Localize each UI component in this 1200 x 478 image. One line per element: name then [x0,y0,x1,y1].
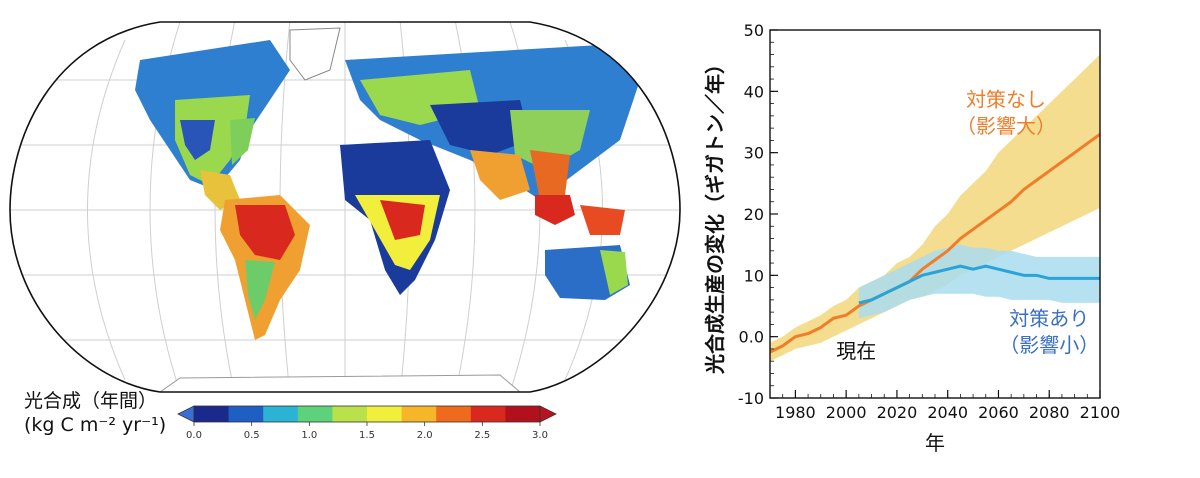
colorbar-cell [194,406,230,422]
colorbar-cell [263,406,299,422]
y-tick-label: -10 [738,389,764,408]
colorbar-cell [228,406,264,422]
chart-annotation: （影響小） [999,333,1099,357]
colorbar-cell [297,406,333,422]
x-axis-label: 年 [925,431,945,455]
colorbar-tick-label: 0.5 [244,430,260,441]
colorbar-min-arrow [177,405,195,423]
x-tick-label: 2040 [927,403,968,422]
colorbar-cells [194,406,541,422]
colorbar-tick-label: 1.0 [301,430,317,441]
colorbar-tick-label: 2.5 [474,430,490,441]
colorbar-tick-label: 1.5 [359,430,375,441]
y-axis-label: 光合成生産の変化（ギガトン／年） [703,54,727,375]
world-map [9,21,681,393]
colorbar-cell [505,406,541,422]
chart-annotation: 対策あり [1009,307,1089,331]
x-tick-label: 1980 [775,403,816,422]
y-tick-label: 30 [744,144,764,163]
y-axis-ticks: -10 0.0 10 20 30 40 50 [738,21,778,408]
y-tick-label: 40 [744,82,764,101]
x-tick-label: 2020 [877,403,918,422]
series-line-1 [769,133,1101,354]
colorbar-tick-label: 0.0 [186,430,202,441]
map-panel: 光合成（年間） (kg C m⁻² yr⁻¹) 0.0 0.5 1.0 1.5 2.0 2… [9,21,681,441]
uncertainty-band-2 [858,244,1100,319]
chart-annotation: 現在 [836,339,876,363]
line-chart: -10 0.0 10 20 30 40 50 1980 2000 2020 2040 2060 208… [703,21,1121,455]
colorbar-cell [332,406,368,422]
colorbar-cell [436,406,472,422]
colorbar-tick-label: 2.0 [417,430,433,441]
y-tick-label: 10 [744,266,764,285]
colorbar-cell [401,406,437,422]
x-tick-label: 2100 [1080,403,1121,422]
colorbar-tick-label: 3.0 [532,430,548,441]
x-tick-label: 2060 [978,403,1019,422]
x-tick-label: 2080 [1029,403,1070,422]
chart-annotation: 対策なし [966,88,1046,112]
y-tick-label: 50 [744,21,764,40]
colorbar-max-arrow [539,405,557,423]
y-tick-label: 20 [744,205,764,224]
legend-title: 光合成（年間） [24,390,158,412]
map-outline [9,21,681,393]
chart-annotations: 現在 対策なし（影響大） 対策あり（影響小） [836,88,1099,363]
colorbar-cell [367,406,403,422]
uncertainty-bands [770,54,1100,362]
series-lines [769,133,1101,354]
y-tick-label: 0.0 [739,328,764,347]
x-axis-ticks: 1980 2000 2020 2040 2060 2080 2100 [769,390,1121,422]
colorbar-ticks: 0.0 0.5 1.0 1.5 2.0 2.5 3.0 [186,422,548,441]
colorbar: 0.0 0.5 1.0 1.5 2.0 2.5 3.0 [177,405,557,441]
legend-units: (kg C m⁻² yr⁻¹) [24,414,167,436]
chart-panel: -10 0.0 10 20 30 40 50 1980 2000 2020 2040 2060 208… [690,0,1200,474]
map-land-layer [10,22,680,392]
chart-annotation: （影響大） [956,114,1056,138]
colorbar-cell [470,406,506,422]
uncertainty-band-1 [770,54,1100,362]
series-line-2 [858,264,1100,305]
x-tick-label: 2000 [826,403,867,422]
